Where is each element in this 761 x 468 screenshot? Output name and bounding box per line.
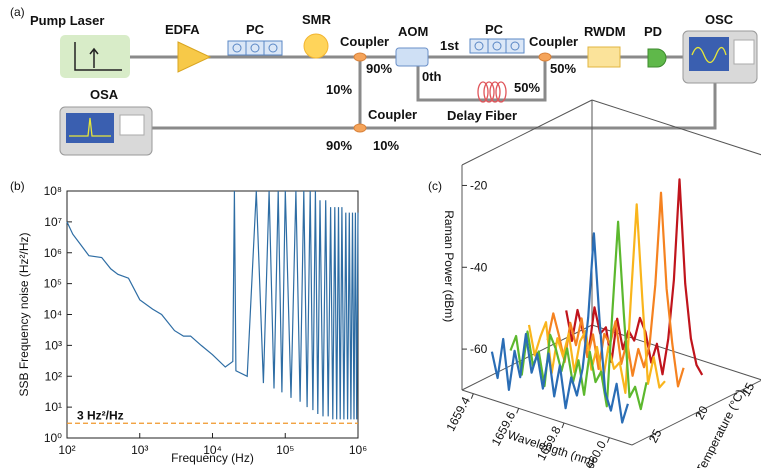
annotation: 3 Hz²/Hz: [77, 408, 124, 422]
label: PC: [485, 22, 504, 37]
label: SMR: [302, 12, 332, 27]
x-tick-label: 1659.4: [443, 394, 473, 433]
label: PD: [644, 24, 662, 39]
x-tick: [606, 437, 610, 443]
y-tick-label: 10⁴: [43, 308, 62, 322]
edfa: [177, 41, 212, 73]
x-tick-label: 10⁶: [349, 443, 367, 457]
y-tick-label: 10³: [45, 338, 62, 352]
y-tick-label: 25: [646, 426, 665, 445]
y-tick-label: 10⁰: [44, 431, 62, 445]
fiber: [416, 57, 547, 102]
y-tick-label: 10⁶: [44, 246, 62, 260]
label: 50%: [550, 61, 576, 76]
data-line: [546, 191, 685, 388]
x-tick-label: 10³: [131, 443, 148, 457]
x-axis-label: Frequency (Hz): [171, 451, 254, 465]
y-tick-label: 10¹: [45, 400, 62, 414]
label: OSC: [705, 12, 734, 27]
delay-fiber: [477, 81, 507, 103]
x-tick-label: 10⁴: [203, 443, 222, 457]
panel-label: (c): [428, 179, 442, 193]
label: EDFA: [165, 22, 200, 37]
label: Pump Laser: [30, 13, 104, 28]
pd: [647, 48, 667, 68]
aom: [395, 47, 429, 67]
y-axis-label: Temperature (°C): [693, 387, 747, 468]
fiber: [152, 57, 717, 130]
label: Coupler: [340, 34, 389, 49]
pump-laser: [60, 35, 130, 78]
data-line: [490, 232, 629, 424]
panel-a: (a) Pump Laser EDFA PC SMR Coupler AOM 1…: [10, 5, 758, 156]
label: 90%: [326, 138, 352, 153]
label: PC: [246, 22, 265, 37]
label: OSA: [90, 87, 119, 102]
label: 90%: [366, 61, 392, 76]
x-tick: [516, 408, 520, 414]
z-tick-label: -20: [470, 178, 488, 192]
y-tick-label: 15: [739, 380, 758, 399]
y-tick: [743, 388, 748, 393]
rwdm: [587, 46, 621, 68]
label: 10%: [326, 82, 352, 97]
label: 50%: [514, 80, 540, 95]
axis-line: [461, 99, 593, 166]
x-tick-label: 10⁵: [276, 443, 294, 457]
axis-line: [591, 99, 761, 156]
smr: [303, 33, 329, 59]
pc: [227, 38, 525, 56]
diagram-labels: Pump Laser EDFA PC SMR Coupler AOM 1st P…: [30, 12, 734, 153]
label: 0th: [422, 69, 442, 84]
label: 10%: [373, 138, 399, 153]
osc: [682, 30, 758, 84]
panel-label: (a): [10, 5, 25, 19]
y-tick: [650, 435, 655, 440]
label: Coupler: [368, 107, 417, 122]
axis-line: [461, 389, 633, 446]
osa: [59, 106, 153, 156]
label: Delay Fiber: [447, 108, 517, 123]
y-tick: [696, 412, 702, 416]
z-tick-label: -60: [470, 342, 488, 356]
z-tick-label: -40: [470, 260, 488, 274]
coupler: [353, 52, 552, 133]
y-tick-label: 10⁷: [44, 215, 62, 229]
data-line: [66, 190, 359, 420]
y-tick-label: 20: [692, 403, 711, 422]
panel-label: (b): [10, 179, 25, 193]
label: Coupler: [529, 34, 578, 49]
y-axis-label: SSB Frequency noise (Hz²/Hz): [17, 232, 31, 396]
x-tick: [561, 422, 565, 429]
z-axis-label: Raman Power (dBm): [442, 210, 456, 322]
x-tick-label: 10²: [58, 443, 75, 457]
y-tick-label: 10⁸: [44, 184, 62, 198]
label: AOM: [398, 24, 428, 39]
label: RWDM: [584, 24, 626, 39]
icon: [74, 42, 122, 71]
y-tick-label: 10⁵: [44, 277, 62, 291]
y-tick-label: 10²: [45, 369, 62, 383]
x-tick: [470, 393, 474, 399]
label: 1st: [440, 38, 459, 53]
